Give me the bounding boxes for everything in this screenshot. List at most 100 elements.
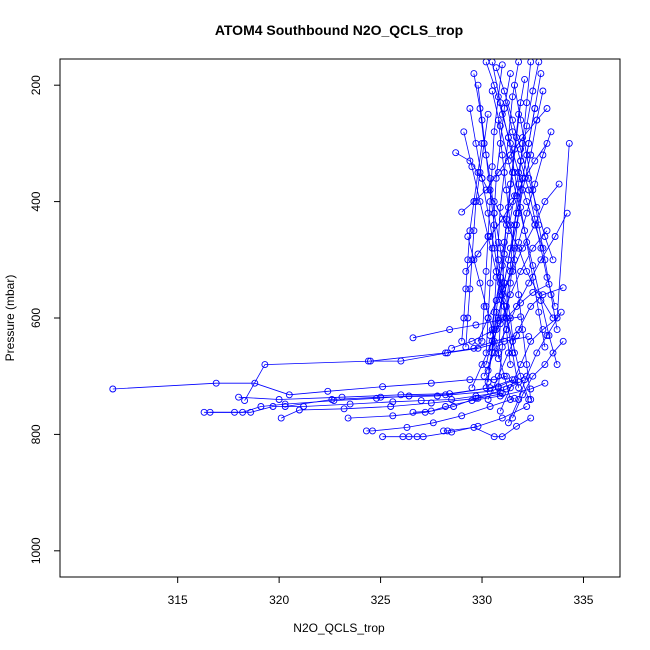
data-point: [553, 361, 561, 369]
data-point: [504, 419, 512, 427]
data-point: [551, 302, 559, 310]
data-point: [525, 186, 533, 194]
data-point: [397, 391, 405, 399]
data-point: [486, 332, 494, 339]
data-point: [494, 384, 502, 392]
data-point: [488, 163, 496, 171]
data-point: [427, 407, 435, 415]
data-point: [338, 393, 346, 401]
data-point: [458, 412, 466, 420]
data-point: [519, 326, 527, 334]
data-point: [559, 337, 567, 345]
data-point: [498, 414, 506, 422]
data-point: [470, 227, 478, 235]
data-point: [494, 349, 502, 357]
data-point: [500, 302, 508, 310]
data-point: [523, 122, 531, 130]
y-tick-label: 1000: [29, 537, 43, 564]
data-point: [498, 343, 506, 351]
data-point: [429, 419, 437, 427]
data-point: [509, 349, 516, 357]
data-point: [324, 387, 332, 395]
data-point: [488, 87, 496, 95]
data-point: [557, 308, 565, 316]
series-line: [481, 64, 503, 342]
data-point: [529, 87, 537, 95]
data-point: [549, 349, 557, 357]
data-point: [506, 70, 514, 78]
data-point: [511, 376, 518, 384]
data-point: [474, 169, 482, 176]
data-point: [417, 397, 425, 405]
data-point: [539, 87, 547, 95]
data-point: [545, 332, 553, 339]
data-point: [427, 379, 435, 387]
data-point: [239, 408, 247, 416]
data-point: [442, 391, 449, 399]
data-point: [539, 326, 547, 334]
data-point: [513, 209, 520, 217]
data-point: [498, 215, 506, 223]
data-point: [427, 399, 435, 407]
data-point: [496, 407, 504, 415]
data-point: [466, 376, 474, 384]
data-point: [474, 337, 482, 345]
data-point: [466, 285, 474, 293]
data-point: [509, 414, 516, 422]
data-point: [511, 81, 518, 89]
data-point: [486, 233, 494, 240]
data-point: [369, 427, 376, 435]
data-point: [494, 256, 502, 264]
data-point: [553, 314, 561, 322]
data-point: [498, 433, 506, 441]
data-point: [490, 376, 498, 384]
data-point: [490, 433, 498, 441]
data-point: [502, 326, 510, 334]
data-point: [470, 70, 478, 78]
series-line: [285, 381, 519, 407]
data-point: [409, 334, 417, 342]
data-point: [525, 279, 533, 287]
data-point: [433, 392, 441, 400]
series-line: [506, 73, 542, 319]
plot-frame: [59, 58, 621, 578]
data-point: [346, 400, 354, 408]
data-point: [472, 394, 480, 402]
data-point: [492, 267, 500, 275]
data-point: [527, 337, 535, 345]
series-line: [497, 120, 532, 400]
data-point: [506, 221, 514, 229]
data-point: [521, 227, 529, 235]
data-point: [458, 337, 466, 345]
data-point: [474, 250, 482, 258]
data-point: [442, 403, 449, 410]
data-point: [452, 149, 460, 157]
data-point: [377, 393, 385, 401]
data-point: [494, 116, 502, 124]
data-point: [511, 349, 518, 357]
y-tick-label: 200: [29, 75, 43, 95]
data-point: [504, 134, 512, 142]
data-point: [506, 279, 514, 287]
data-point: [525, 139, 533, 147]
x-tick-label: 320: [269, 593, 289, 607]
data-point: [500, 372, 508, 380]
series-line: [467, 236, 511, 400]
data-point: [535, 221, 543, 229]
data-point: [364, 357, 372, 365]
data-point: [539, 244, 547, 252]
data-point: [559, 284, 567, 292]
data-point: [468, 163, 476, 171]
series-line: [443, 417, 531, 438]
data-point: [300, 403, 307, 410]
data-point: [476, 169, 484, 176]
data-point: [379, 433, 387, 441]
data-point: [502, 186, 510, 194]
data-point: [527, 396, 535, 403]
data-point: [506, 180, 514, 188]
data-point: [446, 326, 454, 334]
data-point: [525, 396, 533, 403]
data-point: [547, 291, 555, 299]
y-tick-label: 600: [29, 308, 43, 328]
data-point: [525, 333, 533, 341]
